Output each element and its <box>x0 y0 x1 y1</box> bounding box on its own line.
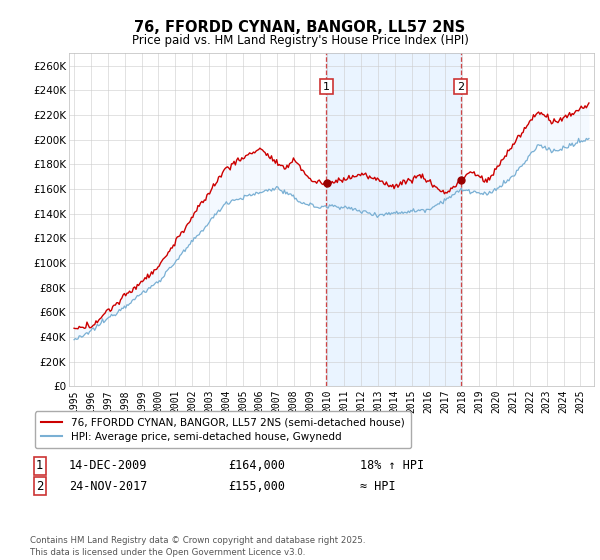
Text: Contains HM Land Registry data © Crown copyright and database right 2025.
This d: Contains HM Land Registry data © Crown c… <box>30 536 365 557</box>
Legend: 76, FFORDD CYNAN, BANGOR, LL57 2NS (semi-detached house), HPI: Average price, se: 76, FFORDD CYNAN, BANGOR, LL57 2NS (semi… <box>35 412 410 448</box>
Text: Price paid vs. HM Land Registry's House Price Index (HPI): Price paid vs. HM Land Registry's House … <box>131 34 469 46</box>
Text: 76, FFORDD CYNAN, BANGOR, LL57 2NS: 76, FFORDD CYNAN, BANGOR, LL57 2NS <box>134 20 466 35</box>
Text: 18% ↑ HPI: 18% ↑ HPI <box>360 459 424 473</box>
Bar <box>326 53 461 386</box>
Text: £164,000: £164,000 <box>228 459 285 473</box>
Text: 2: 2 <box>457 82 464 91</box>
Text: 24-NOV-2017: 24-NOV-2017 <box>69 479 148 493</box>
Text: ≈ HPI: ≈ HPI <box>360 479 395 493</box>
Text: 1: 1 <box>323 82 330 91</box>
Text: £155,000: £155,000 <box>228 479 285 493</box>
Text: 2: 2 <box>36 479 44 493</box>
Text: 14-DEC-2009: 14-DEC-2009 <box>69 459 148 473</box>
Text: 1: 1 <box>36 459 44 473</box>
